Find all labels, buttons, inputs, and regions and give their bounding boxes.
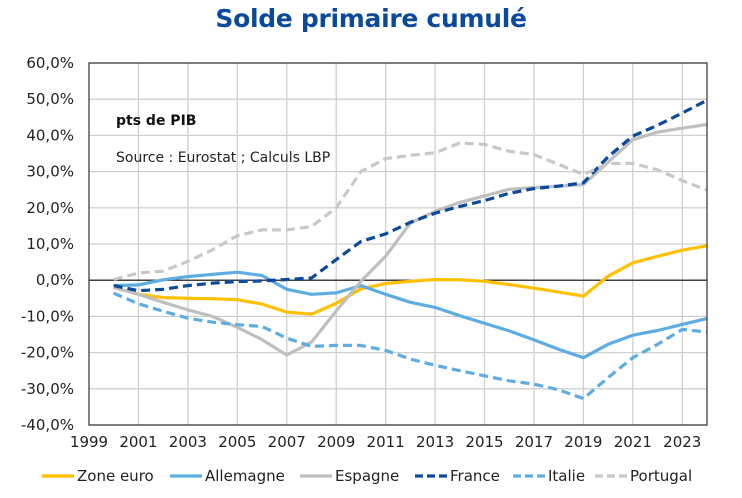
x-tick-label: 2009: [317, 433, 355, 451]
x-tick-label: 2023: [663, 433, 701, 451]
y-tick-label: -40,0%: [21, 416, 74, 434]
x-tick-label: 2003: [169, 433, 207, 451]
legend-item-portugal: Portugal: [595, 467, 692, 485]
chart-title: Solde primaire cumulé: [215, 4, 527, 33]
x-tick-label: 2021: [614, 433, 652, 451]
x-tick-label: 2013: [416, 433, 454, 451]
legend-label: Zone euro: [77, 467, 154, 485]
source-annotation: Source : Eurostat ; Calculs LBP: [116, 150, 330, 166]
y-tick-label: -20,0%: [21, 344, 74, 362]
series-line-france: [113, 98, 708, 293]
legend-label: Italie: [548, 467, 585, 485]
y-tick-label: 0,0%: [36, 271, 74, 289]
legend-label: Portugal: [630, 467, 692, 485]
x-tick-label: 2011: [367, 433, 405, 451]
series-line-portugal: [113, 141, 708, 282]
y-tick-label: 50,0%: [26, 90, 74, 108]
series-line-italie: [113, 291, 708, 401]
x-tick-label: 2017: [515, 433, 553, 451]
y-tick-label: 20,0%: [26, 199, 74, 217]
legend: Zone euro Allemagne Espagne France Italie Por…: [42, 467, 692, 485]
legend-label: France: [450, 467, 500, 485]
y-tick-label: -10,0%: [21, 307, 74, 325]
legend-item-zone-euro: Zone euro: [42, 467, 154, 485]
x-tick-label: 2007: [268, 433, 306, 451]
legend-label: Allemagne: [205, 467, 285, 485]
x-axis-tick-labels: 1999 2001 2003 2005 2007 2009 2011 2013 2015 2017…: [70, 433, 701, 451]
annotations: pts de PIB Source : Eurostat ; Calculs L…: [116, 113, 330, 166]
x-tick-label: 2019: [564, 433, 602, 451]
plot-frame: [88, 62, 708, 426]
legend-item-france: France: [415, 467, 500, 485]
y-axis-tick-labels: 60,0% 50,0% 40,0% 30,0% 20,0% 10,0% 0,0% -10,0%…: [21, 54, 74, 434]
legend-item-italie: Italie: [513, 467, 585, 485]
x-tick-label: 2005: [218, 433, 256, 451]
legend-item-allemagne: Allemagne: [170, 467, 285, 485]
x-tick-label: 1999: [70, 433, 108, 451]
units-annotation: pts de PIB: [116, 113, 196, 129]
legend-item-espagne: Espagne: [300, 467, 399, 485]
y-tick-label: 30,0%: [26, 163, 74, 181]
x-tick-label: 2001: [119, 433, 157, 451]
y-tick-label: -30,0%: [21, 380, 74, 398]
legend-label: Espagne: [335, 467, 399, 485]
series-lines: [113, 98, 708, 401]
y-tick-label: 40,0%: [26, 126, 74, 144]
series-line-zone-euro: [113, 244, 708, 316]
series-line-allemagne: [113, 270, 708, 360]
x-tick-label: 2015: [465, 433, 503, 451]
plot-border: [88, 62, 708, 426]
y-tick-label: 60,0%: [26, 54, 74, 72]
y-tick-label: 10,0%: [26, 235, 74, 253]
